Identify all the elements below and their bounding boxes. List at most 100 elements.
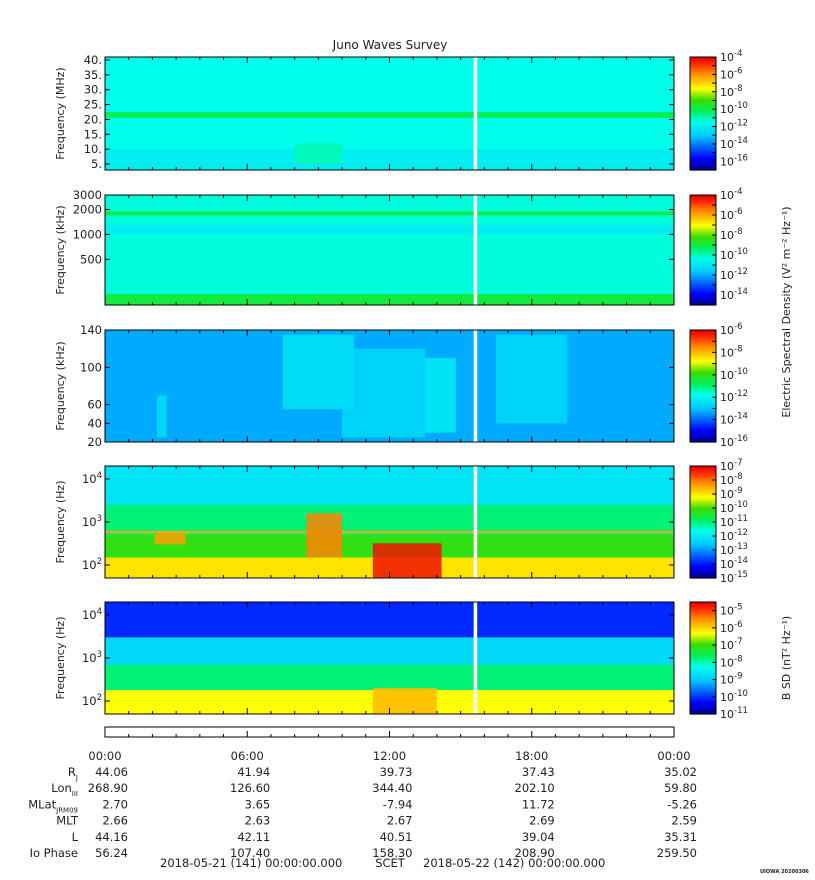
- colorbar-swatch: [690, 57, 716, 60]
- colorbar-swatch: [690, 253, 716, 257]
- ephemeris-value: 39.73: [380, 765, 413, 779]
- colorbar-swatch: [690, 386, 716, 389]
- colorbar-swatch: [690, 622, 716, 625]
- colorbar-swatch: [690, 261, 716, 264]
- colorbar-swatch: [690, 529, 716, 532]
- colorbar-swatch: [690, 568, 716, 572]
- colorbar-swatch: [690, 266, 716, 269]
- colorbar-swatch: [690, 561, 716, 564]
- ephemeris-value: 44.16: [95, 830, 128, 844]
- y-axis-label: Frequency (Hz): [54, 481, 67, 564]
- colorbar-swatch: [690, 100, 716, 103]
- colorbar-swatch: [690, 648, 716, 652]
- y-tick-label: 2000: [73, 203, 102, 217]
- ephemeris-value: 158.30: [372, 846, 412, 860]
- colorbar-tick-label: 10-14: [720, 287, 748, 302]
- colorbar-swatch: [690, 124, 716, 128]
- ephemeris-value: 2.67: [387, 814, 413, 828]
- colorbar-swatch: [690, 646, 716, 650]
- footer-end-time: 2018-05-22 (142) 00:00:00.000: [423, 856, 605, 870]
- colorbar-swatch: [690, 213, 716, 216]
- colorbar-swatch: [690, 706, 716, 709]
- colorbar-swatch: [690, 257, 716, 260]
- colorbar-swatch: [690, 132, 716, 135]
- ephemeris-value: 259.50: [657, 846, 697, 860]
- colorbar-tick-label: 10-9: [720, 486, 742, 501]
- colorbar-swatch: [690, 576, 716, 579]
- colorbar-swatch: [690, 211, 716, 214]
- colorbar-swatch: [690, 348, 716, 352]
- colorbar-swatch: [690, 482, 716, 486]
- colorbar-swatch: [690, 536, 716, 540]
- spectrogram-feature: [154, 533, 186, 545]
- colorbar-swatch: [690, 374, 716, 378]
- spectrogram-feature: [157, 395, 167, 438]
- colorbar-swatch: [690, 412, 716, 415]
- colorbar-swatch: [690, 522, 716, 525]
- time-tick-label: 00:00: [657, 749, 690, 763]
- colorbar-swatch: [690, 272, 716, 275]
- spectrogram-feature: [105, 530, 674, 534]
- colorbar-swatch: [690, 399, 716, 402]
- colorbar-swatch: [690, 134, 716, 137]
- y-tick-label: 103: [82, 650, 102, 665]
- colorbar-swatch: [690, 72, 716, 75]
- colorbar-swatch: [690, 531, 716, 534]
- colorbar-swatch: [690, 391, 716, 395]
- colorbar-swatch: [690, 220, 716, 224]
- colorbar-tick-label: 10-6: [720, 66, 742, 81]
- colorbar-swatch: [690, 128, 716, 132]
- colorbar-swatch: [690, 96, 716, 100]
- colorbar-swatch: [690, 85, 716, 88]
- colorbar-swatch: [690, 492, 716, 495]
- colorbar-swatch: [690, 512, 716, 516]
- colorbar-swatch: [690, 665, 716, 668]
- colorbar-swatch: [690, 674, 716, 678]
- colorbar-tick-label: 10-10: [720, 101, 748, 116]
- colorbar-tick-label: 10-11: [720, 706, 748, 721]
- colorbar-tick-label: 10-14: [720, 136, 748, 151]
- colorbar-swatch: [690, 94, 716, 98]
- colorbar-swatch: [690, 168, 716, 171]
- colorbar-swatch: [690, 151, 716, 154]
- colorbar-swatch: [690, 689, 716, 693]
- colorbar-swatch: [690, 268, 716, 271]
- colorbar-swatch: [690, 242, 716, 246]
- colorbar-swatch: [690, 712, 716, 715]
- ephemeris-value: 42.11: [237, 830, 270, 844]
- colorbar-swatch: [690, 147, 716, 150]
- y-axis-label: Frequency (Hz): [54, 617, 67, 700]
- colorbar-swatch: [690, 676, 716, 680]
- colorbar-swatch: [690, 693, 716, 696]
- colorbar-swatch: [690, 122, 716, 126]
- colorbar-swatch: [690, 527, 716, 531]
- colorbar-swatch: [690, 350, 716, 353]
- colorbar-frame: [689, 56, 717, 171]
- ephemeris-value: 35.31: [664, 830, 697, 844]
- colorbar-swatch: [690, 160, 716, 164]
- time-tick-label: 12:00: [373, 749, 406, 763]
- colorbar-swatch: [690, 510, 716, 514]
- colorbar-tick-label: 10-12: [720, 119, 748, 134]
- colorbar-swatch: [690, 292, 716, 295]
- colorbar-swatch: [690, 156, 716, 160]
- colorbar-swatch: [690, 262, 716, 266]
- colorbar-swatch: [690, 89, 716, 92]
- colorbar-swatch: [690, 58, 716, 62]
- panel-lfr-high: 140 100 60 40 20 Frequency (kHz) 10-6 10-8 10-10…: [54, 206, 793, 449]
- ephemeris-value: 2.66: [102, 814, 128, 828]
- y-tick-label: 40: [87, 416, 102, 430]
- colorbar-swatch: [690, 389, 716, 393]
- ephemeris-value: 44.06: [95, 765, 128, 779]
- colorbar-swatch: [690, 404, 716, 408]
- y-tick-label: 102: [82, 693, 102, 708]
- colorbar-swatch: [690, 702, 716, 706]
- y-tick-label: 40.: [84, 53, 102, 67]
- colorbar-swatch: [690, 222, 716, 225]
- colorbar-swatch: [690, 417, 716, 421]
- colorbar-swatch: [690, 141, 716, 145]
- y-tick-label: 15.: [84, 127, 102, 141]
- colorbar-swatch: [690, 248, 716, 251]
- colorbar-swatch: [690, 207, 716, 211]
